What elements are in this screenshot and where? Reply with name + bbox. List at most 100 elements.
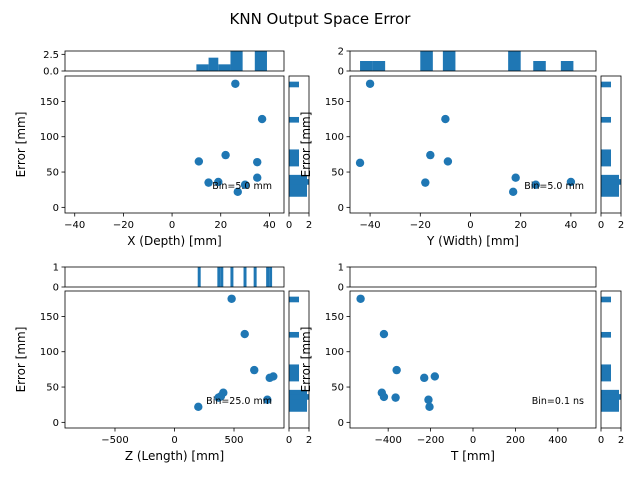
side-histogram-bar (601, 149, 611, 167)
x-tick-label: 20 (514, 220, 527, 231)
side-hist-x-tick-label: 2 (618, 435, 624, 446)
top-histogram-bar (533, 61, 546, 71)
side-histogram-bar (289, 149, 299, 167)
x-axis-label: T [mm] (450, 449, 495, 463)
scatter-point (194, 157, 204, 166)
scatter-point (430, 372, 440, 381)
x-tick-label: 400 (548, 435, 567, 446)
scatter-axes-frame (349, 75, 597, 214)
y-tick-label: 150 (325, 97, 344, 108)
y-tick-label: 50 (46, 383, 59, 394)
scatter-point (253, 157, 262, 167)
side-histogram-frame (288, 290, 310, 429)
side-histogram-bar (601, 296, 611, 303)
x-tick-label: 200 (506, 435, 525, 446)
bin-annotation: Bin=5.0 mm (524, 181, 584, 192)
x-tick-label: 0 (169, 220, 175, 231)
scatter-point (231, 79, 240, 88)
scatter-point (216, 392, 226, 401)
side-histogram-bar (601, 394, 621, 400)
y-axis-label: Error [mm] (14, 327, 28, 393)
top-histogram-frame (64, 266, 285, 288)
y-tick-label: 100 (325, 347, 344, 358)
scatter-point (531, 180, 540, 189)
y-tick-label: 0 (53, 203, 59, 214)
top-histogram-bar (220, 267, 224, 287)
scatter-point (355, 158, 365, 168)
x-axis-label: X (Depth) [mm] (127, 234, 222, 248)
top-histogram-bar (266, 267, 270, 287)
side-hist-x-tick-label: 2 (306, 435, 312, 446)
top-histogram-bar (360, 61, 373, 71)
x-tick-label: −500 (101, 435, 128, 446)
top-hist-y-tick-label: 1 (338, 263, 344, 274)
scatter-point (240, 180, 250, 189)
scatter-point (269, 372, 278, 381)
top-hist-y-tick-label: 0.0 (43, 67, 59, 78)
side-histogram-bar (289, 179, 309, 185)
scatter-axes-frame (349, 290, 597, 429)
scatter-point (443, 157, 453, 166)
y-axis-label: Error [mm] (299, 112, 313, 178)
scatter-point (441, 114, 450, 124)
scatter-point (257, 114, 267, 124)
top-histogram-bar (243, 267, 247, 287)
x-tick-label: 0 (467, 220, 473, 231)
scatter-point (253, 173, 262, 182)
top-histogram-bar (217, 267, 221, 287)
scatter-point (426, 150, 435, 160)
top-histogram-bar (254, 51, 267, 71)
side-histogram-frame (288, 75, 310, 214)
top-histogram-bar (230, 267, 234, 287)
bin-annotation: Bin=0.1 ns (532, 396, 584, 407)
side-hist-x-tick-label: 2 (618, 220, 624, 231)
scatter-point (391, 393, 400, 402)
top-histogram-frame (64, 50, 285, 72)
top-hist-y-tick-label: 0 (338, 67, 344, 78)
x-axis-label: Y (Width) [mm] (426, 234, 519, 248)
side-histogram-bar (289, 331, 299, 338)
scatter-point (425, 402, 434, 412)
top-histogram-bar (442, 51, 456, 71)
top-histogram-bar (197, 267, 201, 287)
side-histogram-bar (601, 389, 619, 412)
side-histogram-bar (601, 179, 621, 185)
top-histogram-bar (508, 51, 521, 71)
scatter-point (221, 150, 230, 160)
top-histogram-bar (208, 57, 219, 71)
y-axis-label: Error [mm] (299, 327, 313, 393)
top-histogram-bar (560, 61, 574, 71)
scatter-point (233, 187, 242, 197)
top-histogram-bar (269, 267, 273, 287)
x-tick-label: 40 (263, 220, 276, 231)
y-tick-label: 50 (46, 168, 59, 179)
scatter-axes-frame (64, 290, 285, 429)
x-tick-label: −40 (64, 220, 85, 231)
top-histogram-bar (420, 51, 433, 71)
y-tick-label: 150 (40, 97, 59, 108)
top-histogram-frame (349, 50, 597, 72)
y-tick-label: 0 (338, 203, 344, 214)
x-tick-label: 0 (171, 435, 177, 446)
x-axis-label: Z (Length) [mm] (125, 449, 224, 463)
top-hist-y-tick-label: 1 (53, 263, 59, 274)
scatter-point (365, 79, 375, 88)
side-histogram-frame (600, 75, 622, 214)
scatter-point (392, 365, 401, 375)
side-hist-x-tick-label: 0 (286, 220, 292, 231)
scatter-point (214, 177, 223, 187)
top-hist-y-tick-label: 2.5 (43, 50, 59, 61)
scatter-point (420, 373, 429, 383)
scatter-point (379, 329, 389, 339)
top-hist-y-tick-label: 2 (338, 47, 344, 58)
side-hist-x-tick-label: 0 (598, 220, 604, 231)
side-histogram-bar (289, 364, 299, 382)
side-histogram-bar (289, 116, 299, 123)
scatter-point (511, 173, 520, 182)
top-histogram-bar (230, 51, 243, 71)
top-hist-y-tick-label: 0 (53, 283, 59, 294)
x-tick-label: 0 (470, 435, 476, 446)
x-tick-label: 40 (565, 220, 578, 231)
y-tick-label: 150 (40, 312, 59, 323)
y-tick-label: 0 (338, 418, 344, 429)
